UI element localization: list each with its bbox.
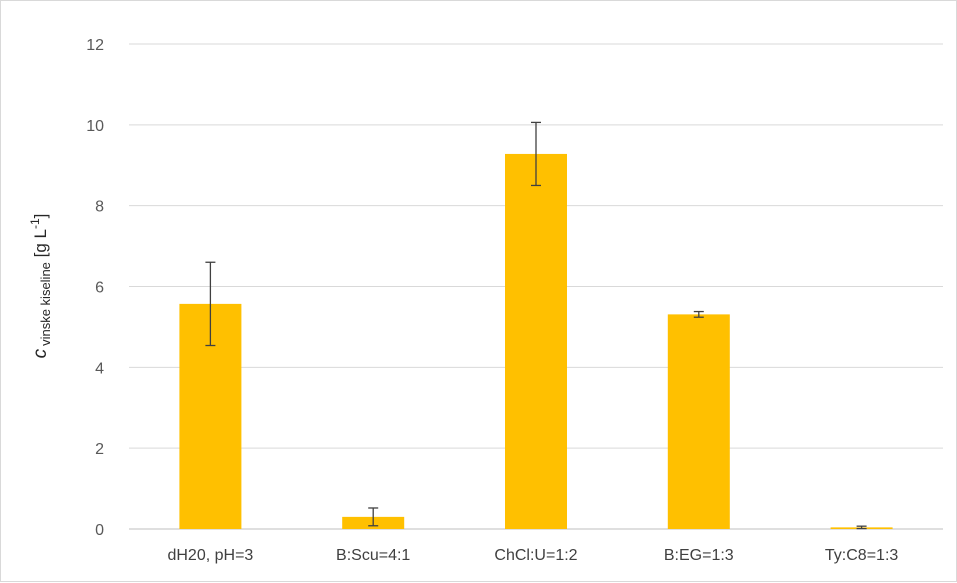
- bar: [505, 153, 567, 529]
- y-tick-label: 2: [95, 441, 104, 458]
- y-tick-label: 6: [95, 280, 104, 297]
- y-tick-label: 0: [95, 522, 104, 539]
- y-axis-label-subscript: vinske kiseline: [38, 262, 53, 346]
- y-axis-label-unit: [g L: [31, 229, 50, 262]
- y-tick-label: 8: [95, 199, 104, 216]
- y-axis-label: c vinske kiseline [g L-1]: [28, 214, 53, 359]
- y-tick-labels: 0 2 4 6 8 10 12: [86, 37, 104, 539]
- category-label: ChCl:U=1:2: [494, 547, 577, 564]
- y-tick-label: 10: [86, 118, 104, 135]
- error-bar: [856, 525, 867, 530]
- error-bar: [205, 261, 216, 347]
- error-bar: [531, 121, 541, 187]
- category-label: B:EG=1:3: [664, 547, 734, 564]
- category-label: Ty:C8=1:3: [825, 547, 898, 564]
- category-label: B:Scu=4:1: [336, 547, 410, 564]
- y-axis-label-unit-sup: -1: [28, 218, 42, 229]
- y-axis-label-symbol: c: [30, 348, 51, 358]
- y-tick-label: 12: [86, 37, 104, 54]
- error-bar: [693, 310, 704, 318]
- y-axis-label-unit-close: ]: [31, 214, 50, 219]
- y-tick-label: 4: [95, 360, 104, 377]
- category-labels: dH20, pH=3 B:Scu=4:1 ChCl:U=1:2 B:EG=1:3 Ty:…: [167, 547, 898, 564]
- bar: [667, 314, 730, 529]
- error-bars: [205, 121, 867, 530]
- bars: [179, 153, 893, 529]
- error-bar: [368, 507, 379, 527]
- category-label: dH20, pH=3: [167, 547, 253, 564]
